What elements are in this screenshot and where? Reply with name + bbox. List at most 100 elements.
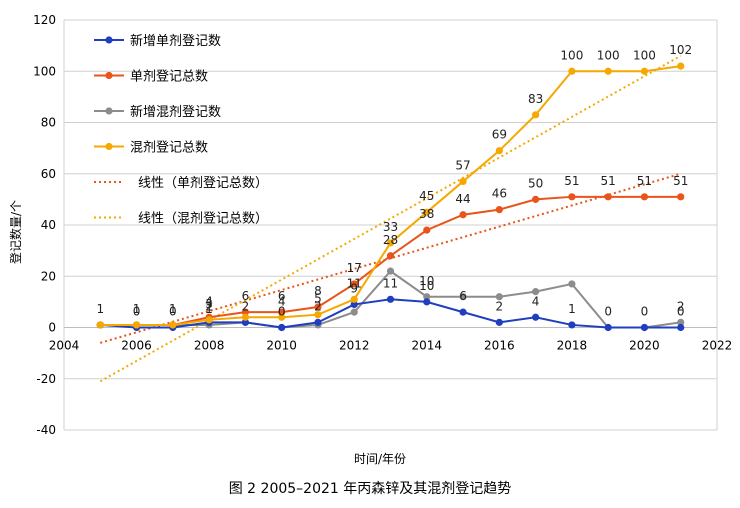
data-label: 4	[532, 294, 540, 308]
data-point	[423, 208, 431, 216]
x-tick-label: 2020	[629, 339, 660, 353]
x-tick-label: 2004	[49, 339, 80, 353]
data-label: 0	[677, 305, 685, 319]
x-tick-label: 2018	[557, 339, 588, 353]
data-label: 6	[278, 289, 286, 303]
data-point	[423, 226, 431, 234]
data-label: 0	[133, 305, 141, 319]
data-point	[604, 323, 612, 332]
data-point	[459, 211, 467, 219]
data-label: 50	[528, 176, 543, 190]
data-label: 8	[314, 284, 322, 298]
data-label: 2	[496, 299, 504, 313]
data-point	[532, 288, 540, 296]
x-tick-label: 2010	[266, 339, 297, 353]
data-label: 38	[419, 207, 434, 221]
x-tick-label: 2016	[484, 339, 515, 353]
data-label: 2	[205, 299, 213, 313]
data-point	[350, 300, 358, 309]
data-point	[350, 295, 358, 303]
data-point	[350, 308, 358, 316]
y-tick-label: -20	[36, 372, 56, 386]
y-tick-label: 60	[41, 167, 56, 181]
data-label: 10	[419, 279, 434, 293]
data-label: 11	[347, 276, 362, 290]
y-axis-label: 登记数量/个	[8, 200, 23, 264]
data-label: 1	[568, 302, 576, 316]
data-point	[386, 295, 395, 303]
data-label: 69	[492, 128, 507, 142]
data-point	[459, 177, 467, 186]
data-point	[241, 308, 249, 316]
data-point	[278, 323, 286, 332]
data-label: 45	[419, 189, 434, 203]
data-point	[568, 321, 576, 329]
data-label: 4	[205, 294, 213, 308]
data-point	[532, 111, 540, 119]
data-label: 100	[633, 48, 656, 62]
data-point	[205, 316, 213, 324]
data-point	[241, 318, 249, 326]
data-label: 51	[601, 174, 616, 188]
x-tick-label: 2022	[702, 339, 733, 353]
data-label: 5	[314, 292, 322, 306]
data-label: 9	[350, 281, 358, 295]
legend-label: 线性（单剂登记总数）	[138, 176, 268, 191]
data-point	[640, 323, 649, 332]
data-point	[132, 321, 141, 329]
legend-label: 新增单剂登记数	[130, 33, 221, 49]
data-point	[96, 321, 104, 329]
legend-label: 单剂登记总数	[130, 70, 208, 85]
data-label: 1	[96, 302, 104, 316]
data-point	[459, 308, 467, 316]
data-point	[386, 239, 395, 247]
y-tick-label: 20	[41, 269, 56, 283]
data-point	[568, 193, 576, 201]
trendline	[99, 55, 682, 383]
data-point	[278, 313, 286, 321]
data-label: 1	[169, 302, 177, 316]
figure-caption: 图 2 2005–2021 年丙森锌及其混剂登记趋势	[228, 481, 512, 497]
data-point	[169, 321, 177, 329]
data-point	[677, 318, 685, 326]
data-point	[386, 267, 395, 275]
y-tick-label: 0	[48, 321, 56, 335]
data-point	[241, 313, 249, 321]
legend-label: 线性（混剂登记总数）	[138, 212, 268, 227]
data-label: 1	[205, 302, 213, 316]
data-point	[314, 311, 322, 319]
data-label: 102	[669, 43, 692, 57]
data-label: 46	[492, 187, 507, 201]
data-label: 6	[459, 289, 467, 303]
data-label: 2	[242, 299, 250, 313]
data-label: 0	[169, 305, 177, 319]
data-label: 51	[564, 174, 579, 188]
data-label: 83	[528, 92, 543, 106]
trendlines	[99, 55, 682, 383]
data-point	[459, 293, 467, 301]
data-label: 11	[383, 276, 398, 290]
data-label: 2	[314, 299, 322, 313]
data-label: 28	[383, 233, 398, 247]
series-lines	[96, 62, 685, 332]
data-point	[314, 318, 322, 326]
data-point	[495, 318, 503, 326]
data-point	[677, 62, 685, 70]
x-tick-label: 2012	[339, 339, 370, 353]
data-point	[677, 193, 685, 201]
data-point	[640, 193, 649, 201]
data-point	[604, 193, 612, 201]
data-label: 51	[637, 174, 652, 188]
legend-label: 混剂登记总数	[130, 141, 208, 156]
data-label: 3	[205, 297, 213, 311]
data-label: 100	[560, 48, 583, 62]
data-label: 57	[455, 158, 470, 172]
data-label: 44	[455, 192, 470, 206]
data-point	[568, 67, 576, 75]
data-label: 0	[604, 305, 612, 319]
x-tick-label: 2006	[121, 339, 152, 353]
data-label: 100	[597, 48, 620, 62]
data-label: 10	[419, 274, 434, 288]
